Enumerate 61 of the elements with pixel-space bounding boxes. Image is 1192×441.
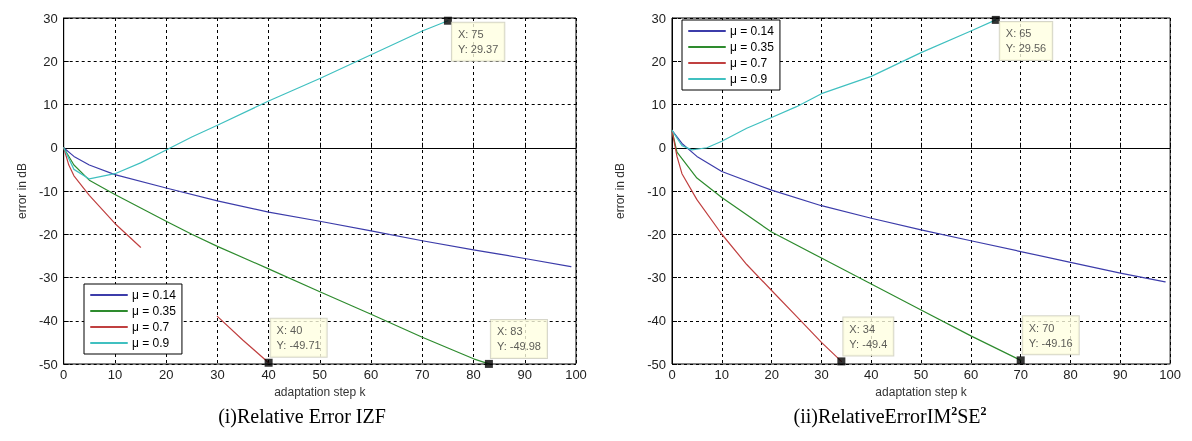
y-tick-label: 0 bbox=[658, 140, 666, 156]
x-tick-label: 10 bbox=[107, 367, 123, 382]
y-tick-label: 10 bbox=[651, 97, 666, 112]
y-tick-label: -50 bbox=[38, 356, 58, 372]
x-tick-label: 20 bbox=[158, 367, 174, 382]
y-tick-label: -20 bbox=[647, 226, 666, 242]
y-tick-label: 20 bbox=[43, 53, 58, 69]
line-series bbox=[671, 129, 1166, 283]
text: (i)Relative Error IZF bbox=[218, 405, 386, 428]
x-tick-label: 50 bbox=[913, 367, 929, 382]
y-tick-label: -40 bbox=[647, 313, 666, 329]
x-tick-label: 60 bbox=[963, 367, 979, 382]
x-axis-title: adaptation step k bbox=[875, 385, 968, 399]
x-tick-label: 10 bbox=[714, 367, 730, 382]
line-series bbox=[63, 147, 572, 268]
y-tick-label: 20 bbox=[651, 53, 666, 69]
x-tick-label: 80 bbox=[1063, 367, 1078, 382]
y-tick-label: -10 bbox=[38, 183, 58, 199]
y-tick-label: -50 bbox=[647, 356, 666, 372]
x-tick-label: 70 bbox=[1013, 367, 1028, 382]
x-tick-label: 40 bbox=[864, 367, 879, 382]
annotation: X: 65 Y: 29.56 bbox=[1005, 27, 1047, 55]
y-tick-label: -10 bbox=[647, 183, 666, 199]
annotation: X: 34 Y: -49.4 bbox=[849, 322, 888, 350]
x-tick-label: 0 bbox=[668, 367, 676, 382]
x-tick-label: 0 bbox=[60, 367, 68, 382]
x-tick-label: 30 bbox=[814, 367, 829, 382]
y-axis-title: error in dB bbox=[613, 162, 627, 220]
x-tick-label: 100 bbox=[1159, 367, 1182, 382]
annotation: X: 40 Y: -49.71 bbox=[276, 324, 321, 352]
y-tick-label: 0 bbox=[50, 140, 58, 156]
legend-label: μ = 0.7 bbox=[132, 320, 170, 334]
y-tick-label: -30 bbox=[38, 270, 58, 285]
annotation: X: 75 Y: 29.37 bbox=[457, 28, 499, 56]
y-tick-label: -40 bbox=[38, 313, 58, 329]
annotation: X: 83 Y: -49.98 bbox=[496, 325, 541, 353]
legend-label: μ = 0.7 bbox=[730, 56, 768, 70]
legend-label: μ = 0.35 bbox=[730, 40, 775, 54]
y-tick-label: -20 bbox=[38, 226, 58, 242]
legend-label: μ = 0.9 bbox=[132, 336, 170, 350]
legend-label: μ = 0.35 bbox=[132, 304, 177, 318]
x-tick-label: 80 bbox=[466, 367, 481, 382]
x-tick-label: 90 bbox=[517, 367, 532, 382]
y-tick-label: 10 bbox=[43, 97, 58, 112]
x-tick-label: 40 bbox=[261, 367, 276, 382]
x-tick-label: 60 bbox=[363, 367, 379, 382]
x-axis-title: adaptation step k bbox=[274, 385, 367, 399]
x-tick-label: 50 bbox=[312, 367, 328, 382]
x-tick-label: 30 bbox=[210, 367, 225, 382]
x-tick-label: 90 bbox=[1113, 367, 1128, 382]
y-tick-label: 30 bbox=[43, 10, 58, 26]
y-tick-label: -30 bbox=[647, 270, 666, 285]
annotation: X: 70 Y: -49.16 bbox=[1028, 321, 1073, 349]
legend-label: μ = 0.14 bbox=[730, 24, 775, 38]
legend-label: μ = 0.14 bbox=[132, 288, 177, 302]
legend-label: μ = 0.9 bbox=[730, 72, 768, 86]
x-tick-label: 100 bbox=[565, 367, 587, 382]
x-tick-label: 70 bbox=[415, 367, 430, 382]
x-tick-label: 20 bbox=[764, 367, 779, 382]
y-axis-title: error in dB bbox=[15, 162, 29, 220]
y-tick-label: 30 bbox=[651, 10, 666, 26]
